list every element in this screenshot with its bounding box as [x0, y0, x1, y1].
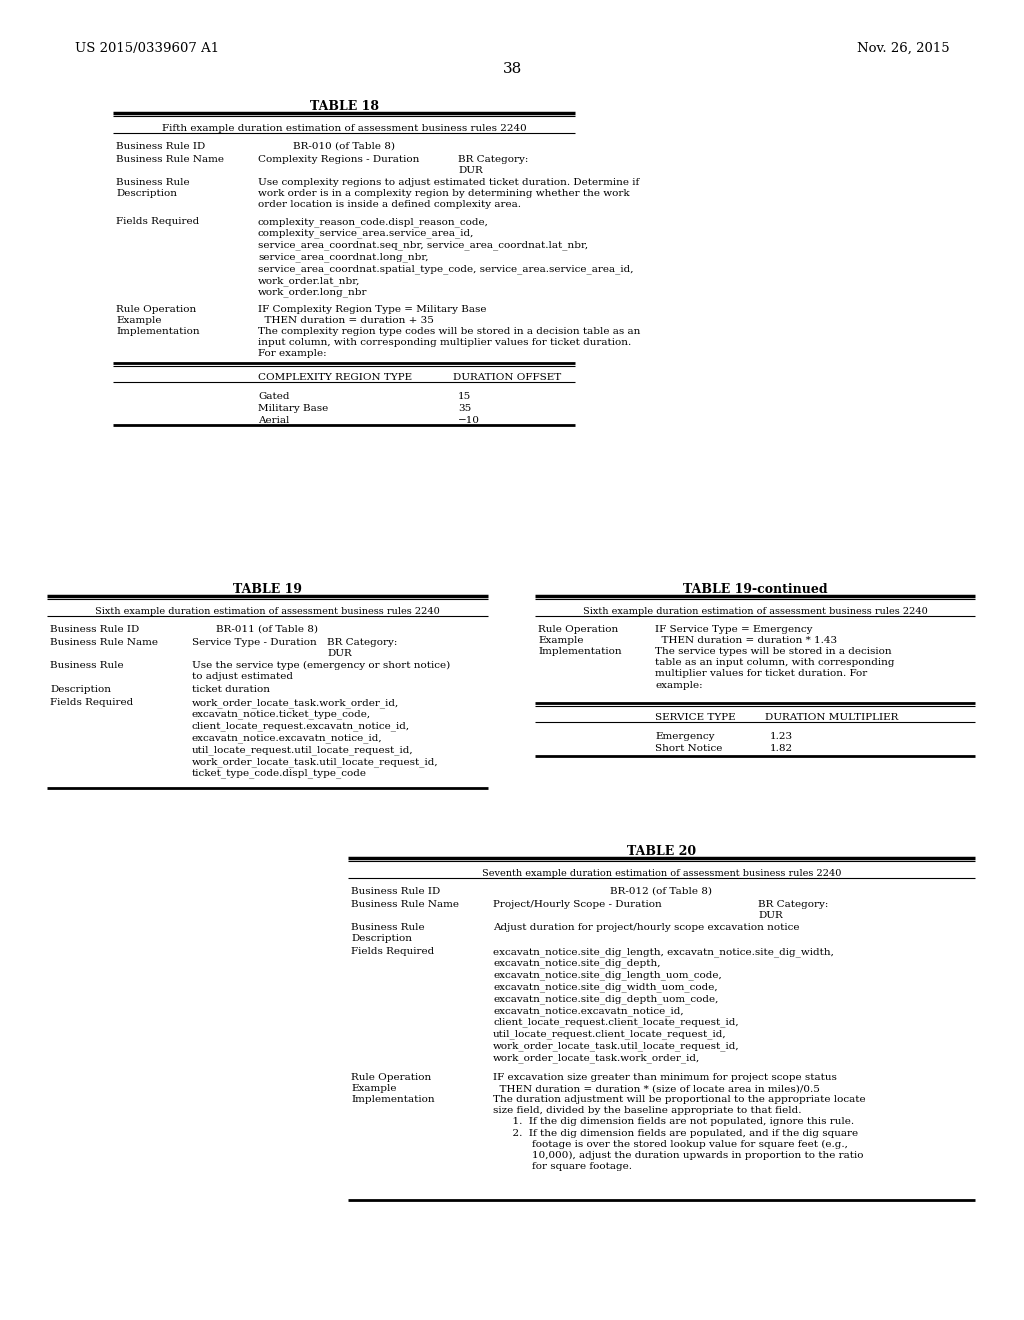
Text: Fields Required: Fields Required	[50, 698, 133, 708]
Text: Rule Operation: Rule Operation	[538, 624, 618, 634]
Text: Example: Example	[351, 1084, 396, 1093]
Text: Business Rule ID: Business Rule ID	[116, 143, 205, 150]
Text: Business Rule ID: Business Rule ID	[50, 624, 139, 634]
Text: BR Category:: BR Category:	[458, 154, 528, 164]
Text: Implementation: Implementation	[351, 1096, 434, 1104]
Text: Description: Description	[50, 685, 111, 694]
Text: Description: Description	[351, 935, 412, 942]
Text: TABLE 19: TABLE 19	[233, 583, 302, 597]
Text: Use the service type (emergency or short notice)
to adjust estimated: Use the service type (emergency or short…	[193, 661, 451, 681]
Text: Rule Operation: Rule Operation	[351, 1073, 431, 1082]
Text: BR-012 (of Table 8): BR-012 (of Table 8)	[610, 887, 713, 896]
Text: BR-010 (of Table 8): BR-010 (of Table 8)	[293, 143, 395, 150]
Text: SERVICE TYPE: SERVICE TYPE	[655, 713, 735, 722]
Text: Example: Example	[538, 636, 584, 645]
Text: DUR: DUR	[327, 649, 352, 657]
Text: US 2015/0339607 A1: US 2015/0339607 A1	[75, 42, 219, 55]
Text: excavatn_notice.site_dig_length, excavatn_notice.site_dig_width,
excavatn_notice: excavatn_notice.site_dig_length, excavat…	[493, 946, 834, 1063]
Text: Business Rule: Business Rule	[116, 178, 189, 187]
Text: 1.23: 1.23	[770, 733, 794, 741]
Text: Business Rule Name: Business Rule Name	[116, 154, 224, 164]
Text: DURATION OFFSET: DURATION OFFSET	[453, 374, 561, 381]
Text: Short Notice: Short Notice	[655, 744, 722, 752]
Text: COMPLEXITY REGION TYPE: COMPLEXITY REGION TYPE	[258, 374, 412, 381]
Text: Rule Operation: Rule Operation	[116, 305, 197, 314]
Text: BR Category:: BR Category:	[327, 638, 397, 647]
Text: BR Category:: BR Category:	[758, 900, 828, 909]
Text: Business Rule Name: Business Rule Name	[351, 900, 459, 909]
Text: Fields Required: Fields Required	[116, 216, 200, 226]
Text: Project/Hourly Scope - Duration: Project/Hourly Scope - Duration	[493, 900, 662, 909]
Text: Fields Required: Fields Required	[351, 946, 434, 956]
Text: Emergency: Emergency	[655, 733, 715, 741]
Text: DURATION MULTIPLIER: DURATION MULTIPLIER	[765, 713, 898, 722]
Text: 1.82: 1.82	[770, 744, 794, 752]
Text: IF Complexity Region Type = Military Base
  THEN duration = duration + 35
The co: IF Complexity Region Type = Military Bas…	[258, 305, 640, 359]
Text: Business Rule: Business Rule	[50, 661, 124, 671]
Text: work_order_locate_task.work_order_id,
excavatn_notice.ticket_type_code,
client_l: work_order_locate_task.work_order_id, ex…	[193, 698, 438, 779]
Text: TABLE 18: TABLE 18	[309, 100, 379, 114]
Text: Sixth example duration estimation of assessment business rules 2240: Sixth example duration estimation of ass…	[95, 607, 440, 616]
Text: 15: 15	[458, 392, 471, 401]
Text: Fifth example duration estimation of assessment business rules 2240: Fifth example duration estimation of ass…	[162, 124, 526, 133]
Text: Business Rule ID: Business Rule ID	[351, 887, 440, 896]
Text: Business Rule: Business Rule	[351, 923, 425, 932]
Text: Military Base: Military Base	[258, 404, 329, 413]
Text: Aerial: Aerial	[258, 416, 290, 425]
Text: 35: 35	[458, 404, 471, 413]
Text: TABLE 20: TABLE 20	[627, 845, 696, 858]
Text: complexity_reason_code.displ_reason_code,
complexity_service_area.service_area_i: complexity_reason_code.displ_reason_code…	[258, 216, 634, 297]
Text: Seventh example duration estimation of assessment business rules 2240: Seventh example duration estimation of a…	[482, 869, 841, 878]
Text: ticket duration: ticket duration	[193, 685, 270, 694]
Text: Implementation: Implementation	[538, 647, 622, 656]
Text: Adjust duration for project/hourly scope excavation notice: Adjust duration for project/hourly scope…	[493, 923, 800, 932]
Text: IF Service Type = Emergency
  THEN duration = duration * 1.43
The service types : IF Service Type = Emergency THEN duratio…	[655, 624, 895, 689]
Text: Service Type - Duration: Service Type - Duration	[193, 638, 316, 647]
Text: Complexity Regions - Duration: Complexity Regions - Duration	[258, 154, 420, 164]
Text: Description: Description	[116, 189, 177, 198]
Text: DUR: DUR	[458, 166, 482, 176]
Text: Gated: Gated	[258, 392, 290, 401]
Text: Use complexity regions to adjust estimated ticket duration. Determine if
work or: Use complexity regions to adjust estimat…	[258, 178, 639, 209]
Text: Business Rule Name: Business Rule Name	[50, 638, 158, 647]
Text: TABLE 19-continued: TABLE 19-continued	[683, 583, 827, 597]
Text: 38: 38	[503, 62, 521, 77]
Text: IF excavation size greater than minimum for project scope status
  THEN duration: IF excavation size greater than minimum …	[493, 1073, 865, 1171]
Text: DUR: DUR	[758, 911, 782, 920]
Text: BR-011 (of Table 8): BR-011 (of Table 8)	[216, 624, 318, 634]
Text: Implementation: Implementation	[116, 327, 200, 337]
Text: Example: Example	[116, 315, 162, 325]
Text: Nov. 26, 2015: Nov. 26, 2015	[857, 42, 950, 55]
Text: −10: −10	[458, 416, 480, 425]
Text: Sixth example duration estimation of assessment business rules 2240: Sixth example duration estimation of ass…	[583, 607, 928, 616]
